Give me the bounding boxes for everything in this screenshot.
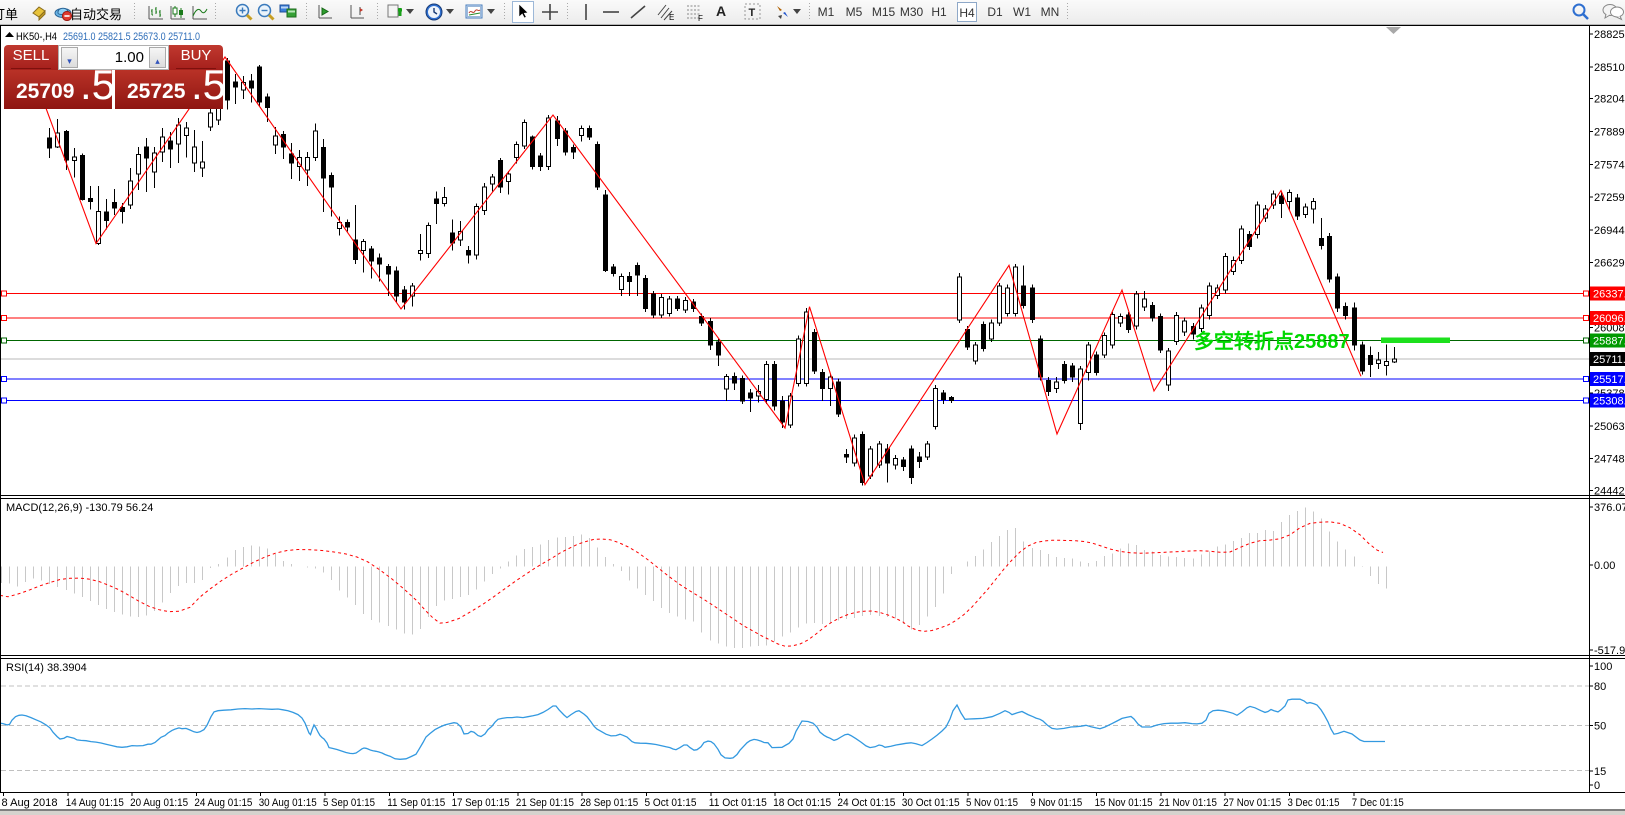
svg-text:26944.0: 26944.0 bbox=[1594, 225, 1625, 237]
svg-text:24442.0: 24442.0 bbox=[1594, 486, 1625, 498]
svg-text:27259.0: 27259.0 bbox=[1594, 192, 1625, 204]
svg-text:26096.5: 26096.5 bbox=[1593, 313, 1625, 325]
svg-text:27574.0: 27574.0 bbox=[1594, 159, 1625, 171]
svg-text:50: 50 bbox=[1594, 721, 1606, 733]
svg-text:-517.93: -517.93 bbox=[1594, 645, 1625, 657]
svg-text:3 Dec 01:15: 3 Dec 01:15 bbox=[1288, 797, 1340, 809]
svg-text:26008.0: 26008.0 bbox=[1594, 322, 1625, 334]
svg-text:21 Nov 01:15: 21 Nov 01:15 bbox=[1159, 797, 1217, 809]
svg-text:27889.0: 27889.0 bbox=[1594, 127, 1625, 139]
svg-text:15: 15 bbox=[1594, 766, 1606, 778]
svg-text:0.00: 0.00 bbox=[1594, 560, 1615, 572]
svg-text:8 Aug 2018: 8 Aug 2018 bbox=[2, 797, 58, 809]
svg-text:28510.0: 28510.0 bbox=[1594, 62, 1625, 74]
svg-text:24 Oct 01:15: 24 Oct 01:15 bbox=[837, 797, 895, 809]
svg-text:F: F bbox=[698, 14, 703, 22]
svg-text:7 Dec 01:15: 7 Dec 01:15 bbox=[1352, 797, 1404, 809]
svg-text:多空转折点25887: 多空转折点25887 bbox=[1194, 329, 1350, 353]
svg-text:14 Aug 01:15: 14 Aug 01:15 bbox=[66, 797, 124, 809]
svg-text:15 Nov 01:15: 15 Nov 01:15 bbox=[1095, 797, 1153, 809]
svg-text:5 Oct 01:15: 5 Oct 01:15 bbox=[645, 797, 697, 809]
svg-text:100: 100 bbox=[1594, 661, 1612, 673]
svg-text:26337.0: 26337.0 bbox=[1593, 288, 1625, 300]
svg-text:25517.5: 25517.5 bbox=[1593, 374, 1625, 386]
svg-text:HK50-,H4: HK50-,H4 bbox=[16, 31, 57, 43]
svg-text:25711.0: 25711.0 bbox=[1593, 354, 1625, 366]
svg-text:17 Sep 01:15: 17 Sep 01:15 bbox=[452, 797, 510, 809]
svg-text:27 Nov 01:15: 27 Nov 01:15 bbox=[1223, 797, 1281, 809]
svg-text:5 Sep 01:15: 5 Sep 01:15 bbox=[323, 797, 375, 809]
svg-text:5 Nov 01:15: 5 Nov 01:15 bbox=[966, 797, 1018, 809]
svg-text:T: T bbox=[749, 7, 756, 19]
svg-text:25691.0 25821.5 25673.0 25711.: 25691.0 25821.5 25673.0 25711.0 bbox=[63, 31, 200, 43]
svg-text:MACD(12,26,9) -130.79 56.24: MACD(12,26,9) -130.79 56.24 bbox=[6, 502, 153, 514]
svg-text:25063.0: 25063.0 bbox=[1594, 421, 1625, 433]
svg-text:28 Sep 01:15: 28 Sep 01:15 bbox=[580, 797, 638, 809]
svg-text:11 Oct 01:15: 11 Oct 01:15 bbox=[709, 797, 767, 809]
svg-text:20 Aug 01:15: 20 Aug 01:15 bbox=[130, 797, 188, 809]
svg-text:21 Sep 01:15: 21 Sep 01:15 bbox=[516, 797, 574, 809]
svg-text:376.07: 376.07 bbox=[1594, 502, 1625, 514]
svg-text:80: 80 bbox=[1594, 681, 1606, 693]
svg-text:RSI(14) 38.3904: RSI(14) 38.3904 bbox=[6, 662, 87, 674]
svg-text:0: 0 bbox=[1594, 780, 1600, 792]
svg-text:26629.0: 26629.0 bbox=[1594, 258, 1625, 270]
svg-text:25887.0: 25887.0 bbox=[1593, 335, 1625, 347]
svg-text:28825.0: 28825.0 bbox=[1594, 29, 1625, 41]
svg-text:30 Aug 01:15: 30 Aug 01:15 bbox=[259, 797, 317, 809]
svg-text:11 Sep 01:15: 11 Sep 01:15 bbox=[387, 797, 445, 809]
svg-text:30 Oct 01:15: 30 Oct 01:15 bbox=[902, 797, 960, 809]
svg-text:18 Oct 01:15: 18 Oct 01:15 bbox=[773, 797, 831, 809]
svg-text:9 Nov 01:15: 9 Nov 01:15 bbox=[1030, 797, 1082, 809]
svg-text:28204.0: 28204.0 bbox=[1594, 94, 1625, 106]
svg-text:25308.5: 25308.5 bbox=[1593, 395, 1625, 407]
svg-text:24748.0: 24748.0 bbox=[1594, 454, 1625, 466]
svg-text:24 Aug 01:15: 24 Aug 01:15 bbox=[194, 797, 252, 809]
svg-text:E: E bbox=[669, 13, 674, 22]
